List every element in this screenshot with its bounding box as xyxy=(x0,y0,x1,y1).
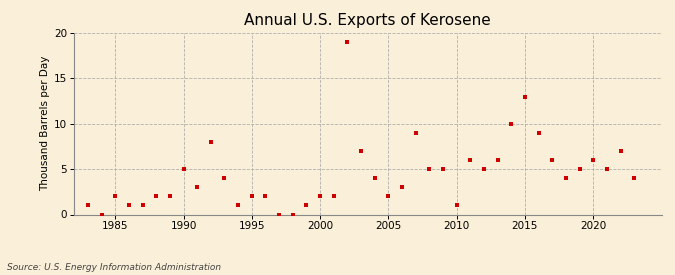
Title: Annual U.S. Exports of Kerosene: Annual U.S. Exports of Kerosene xyxy=(244,13,491,28)
Point xyxy=(219,176,230,180)
Point xyxy=(615,149,626,153)
Point xyxy=(342,40,353,44)
Point xyxy=(356,149,367,153)
Point xyxy=(465,158,476,162)
Point xyxy=(124,203,134,208)
Point xyxy=(205,140,216,144)
Point xyxy=(601,167,612,171)
Point xyxy=(588,158,599,162)
Point xyxy=(520,94,531,99)
Point xyxy=(178,167,189,171)
Point xyxy=(82,203,93,208)
Point xyxy=(629,176,640,180)
Point xyxy=(437,167,448,171)
Point xyxy=(165,194,176,199)
Point xyxy=(260,194,271,199)
Point xyxy=(137,203,148,208)
Point xyxy=(301,203,312,208)
Y-axis label: Thousand Barrels per Day: Thousand Barrels per Day xyxy=(40,56,50,191)
Point xyxy=(151,194,161,199)
Point xyxy=(533,131,544,135)
Point xyxy=(560,176,571,180)
Text: Source: U.S. Energy Information Administration: Source: U.S. Energy Information Administ… xyxy=(7,263,221,272)
Point xyxy=(273,212,284,217)
Point xyxy=(288,212,298,217)
Point xyxy=(492,158,503,162)
Point xyxy=(328,194,339,199)
Point xyxy=(192,185,202,189)
Point xyxy=(315,194,325,199)
Point xyxy=(369,176,380,180)
Point xyxy=(424,167,435,171)
Point xyxy=(383,194,394,199)
Point xyxy=(233,203,244,208)
Point xyxy=(397,185,408,189)
Point xyxy=(479,167,489,171)
Point xyxy=(410,131,421,135)
Point xyxy=(547,158,558,162)
Point xyxy=(110,194,121,199)
Point xyxy=(452,203,462,208)
Point xyxy=(246,194,257,199)
Point xyxy=(506,122,516,126)
Point xyxy=(574,167,585,171)
Point xyxy=(96,212,107,217)
